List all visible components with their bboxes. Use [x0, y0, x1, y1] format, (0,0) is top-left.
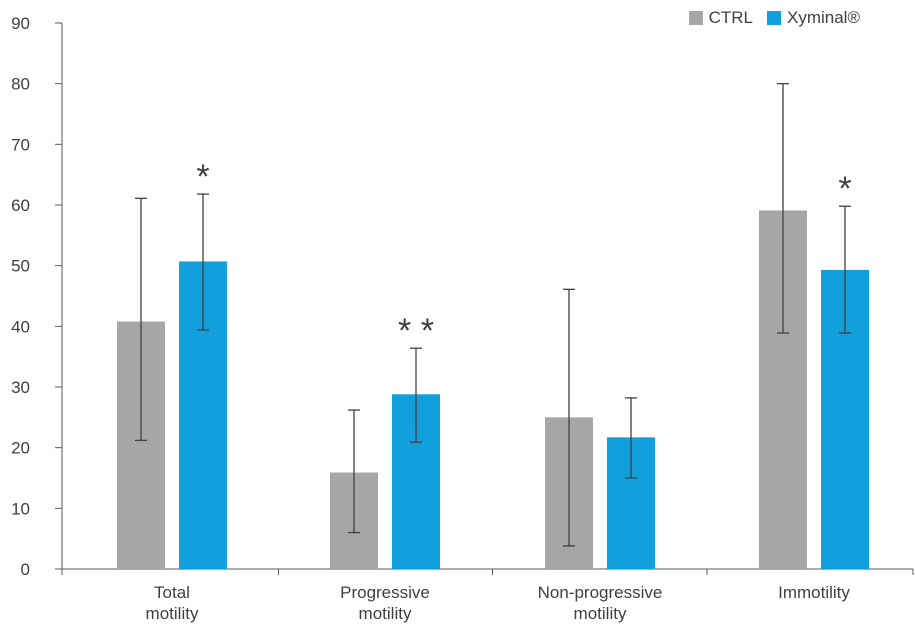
y-tick-label: 90	[11, 14, 30, 33]
significance-marker: * *	[398, 312, 434, 350]
x-tick-label-line: Progressive	[340, 583, 430, 602]
legend-swatch-ctrl	[688, 11, 703, 25]
x-tick-label-line: Immotility	[778, 583, 850, 602]
x-tick-label: Progressive motility	[340, 583, 430, 623]
x-tick-label-line: motility	[574, 604, 627, 623]
y-tick-label: 50	[11, 257, 30, 276]
x-tick-label-line: Total	[154, 583, 190, 602]
significance-marker: *	[196, 158, 209, 196]
x-tick-label: Immotility	[778, 583, 850, 602]
legend-item-ctrl: CTRL	[688, 8, 753, 28]
x-tick-label: Non-progressive motility	[538, 583, 663, 623]
x-tick-label-line: Non-progressive	[538, 583, 663, 602]
legend-label-xyminal: Xyminal®	[787, 8, 860, 27]
legend-label-ctrl: CTRL	[708, 8, 753, 27]
significance-marker: *	[838, 170, 851, 208]
bars	[117, 210, 869, 569]
x-tick-label-line: motility	[146, 604, 199, 623]
error-bars	[135, 83, 851, 547]
y-tick-label: 20	[11, 439, 30, 458]
x-tick-label: Total motility	[146, 583, 199, 623]
y-tick-label: 80	[11, 75, 30, 94]
y-tick-label: 0	[21, 560, 30, 579]
y-tick-label: 40	[11, 317, 30, 336]
y-tick-label: 60	[11, 196, 30, 215]
y-tick-label: 70	[11, 135, 30, 154]
x-tick-label-line: motility	[359, 604, 412, 623]
legend-swatch-xyminal	[767, 11, 781, 25]
y-tick-label: 10	[11, 499, 30, 518]
legend-item-xyminal: Xyminal®	[767, 8, 860, 28]
legend: CTRL Xyminal®	[675, 8, 860, 28]
y-tick-label: 30	[11, 378, 30, 397]
